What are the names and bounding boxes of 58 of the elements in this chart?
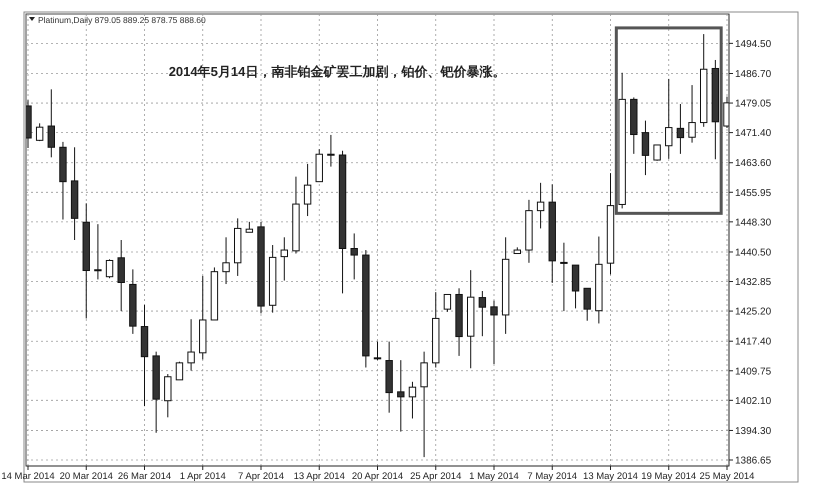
candlestick — [444, 294, 452, 312]
x-tick-label: 20 Apr 2014 — [352, 471, 404, 482]
candlestick — [36, 122, 44, 142]
y-tick-label: 1402.10 — [735, 396, 772, 407]
y-tick-label: 1440.50 — [735, 247, 772, 258]
candlestick — [327, 134, 335, 168]
y-tick-label: 1455.95 — [735, 188, 772, 199]
y-tick-label: 1448.30 — [735, 217, 772, 228]
x-tick-label: 19 May 2014 — [641, 471, 696, 482]
candlestick — [280, 236, 288, 282]
x-tick-label: 26 Mar 2014 — [118, 471, 172, 482]
y-tick-label: 1417.40 — [735, 336, 772, 348]
y-tick-label: 1463.60 — [735, 158, 772, 170]
candlestick — [48, 88, 56, 158]
y-tick-label: 1486.70 — [735, 68, 772, 80]
candlestick — [665, 78, 672, 160]
x-tick-label: 25 Apr 2014 — [410, 471, 462, 482]
candlestick — [106, 258, 114, 279]
candlestick — [688, 84, 696, 144]
x-tick-label: 7 May 2014 — [527, 471, 578, 482]
candlestick — [583, 288, 591, 322]
y-tick-label: 1425.20 — [735, 306, 772, 318]
candlestick — [94, 224, 102, 280]
candlestick — [164, 374, 172, 418]
x-tick-label: 1 May 2014 — [469, 471, 519, 482]
y-tick-label: 1494.50 — [735, 38, 772, 50]
candlestick — [246, 221, 254, 233]
x-tick-label: 7 Apr 2014 — [238, 471, 284, 482]
y-tick-label: 1471.40 — [735, 128, 772, 140]
annotation: 2014年5月14日，南非铂金矿罢工加剧，铂价、钯价暴涨。 — [168, 64, 506, 79]
y-tick-label: 1432.85 — [735, 277, 772, 288]
x-tick-label: 13 Apr 2014 — [294, 471, 345, 482]
candlestick — [642, 120, 650, 176]
x-tick-label: 13 May 2014 — [583, 471, 638, 482]
candlestick — [536, 182, 544, 229]
candlestick — [560, 242, 568, 312]
y-tick-label: 1386.65 — [735, 456, 772, 467]
candlestick — [350, 232, 358, 280]
candlestick — [222, 236, 230, 285]
candlestick — [408, 381, 416, 419]
candlestick — [478, 290, 486, 337]
candlestick — [187, 318, 195, 372]
candlestick — [176, 361, 184, 380]
candlestick — [490, 300, 498, 365]
y-tick-label: 1394.30 — [735, 426, 772, 437]
candlestick — [397, 360, 405, 432]
candlestick — [676, 104, 684, 154]
candlestick — [420, 351, 428, 458]
x-tick-label: 25 May 2014 — [700, 471, 754, 482]
y-tick-label: 1479.05 — [735, 98, 772, 110]
x-tick-label: 20 Mar 2014 — [60, 471, 113, 482]
candlestick — [304, 163, 312, 217]
candlestick — [374, 341, 382, 361]
y-tick-label: 1409.75 — [735, 366, 772, 378]
candlestick — [653, 144, 661, 162]
x-tick-label: 1 Apr 2014 — [180, 471, 226, 482]
chart-title: Platinum,Daily 879.05 889.25 878.75 888.60 — [38, 15, 206, 25]
x-tick-label: 14 Mar 2014 — [1, 471, 55, 482]
